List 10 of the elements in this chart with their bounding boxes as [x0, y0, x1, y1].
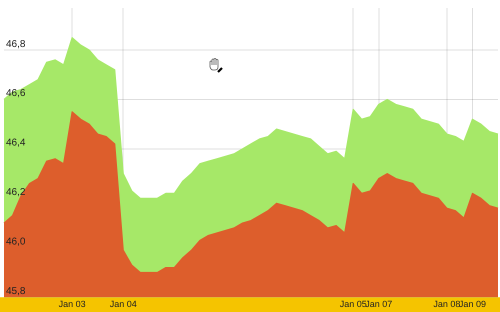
x-tick-label: Jan 03 — [58, 299, 86, 310]
x-tick-label: Jan 09 — [458, 299, 486, 310]
y-tick-label: 45,8 — [6, 286, 26, 297]
x-tick-label: Jan 07 — [365, 299, 392, 310]
y-tick-label: 46,0 — [6, 236, 26, 248]
x-tick-label: Jan 08 — [433, 299, 460, 310]
y-tick-label: 46,8 — [6, 38, 26, 50]
y-tick-label: 46,4 — [6, 138, 26, 149]
x-tick-label: Jan 04 — [110, 299, 137, 310]
x-tick-label: Jan 05 — [340, 299, 367, 310]
